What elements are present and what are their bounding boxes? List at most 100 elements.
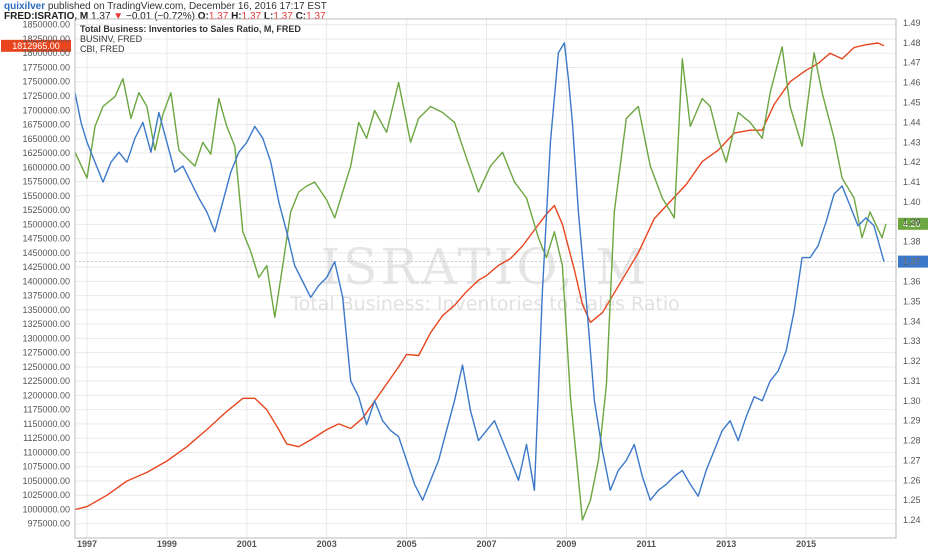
left-tick-label: 1175000.00 bbox=[23, 405, 70, 415]
x-tick-label: 2007 bbox=[476, 539, 496, 549]
low-value: 1.37 bbox=[273, 11, 293, 22]
publish-info: quixilver published on TradingView.com, … bbox=[4, 1, 327, 12]
left-tick-label: 1050000.00 bbox=[22, 476, 70, 486]
right-tick-label: 1.39 bbox=[903, 217, 921, 227]
right-tick-label: 1.49 bbox=[903, 18, 921, 28]
right-tick-label: 1.32 bbox=[903, 356, 921, 366]
author-name[interactable]: quixilver bbox=[4, 1, 46, 12]
legend-cbi: CBI, FRED bbox=[80, 44, 125, 54]
left-tick-label: 1150000.00 bbox=[23, 419, 70, 429]
x-tick-label: 2013 bbox=[716, 539, 736, 549]
right-tick-label: 1.27 bbox=[903, 455, 921, 465]
open-value: 1.37 bbox=[208, 11, 229, 22]
change-down-icon: ▼ bbox=[113, 11, 124, 22]
plot-frame bbox=[74, 18, 897, 539]
right-tick-label: 1.37 bbox=[903, 257, 921, 267]
series-line bbox=[74, 46, 887, 521]
close-label: C: bbox=[295, 11, 307, 22]
symbol-label: FRED:ISRATIO, M bbox=[4, 11, 89, 22]
left-tick-label: 1225000.00 bbox=[22, 376, 70, 386]
left-tick-label: 1100000.00 bbox=[23, 447, 70, 457]
right-tick-label: 1.35 bbox=[903, 296, 921, 306]
change-value: −0.01 (−0.72%) bbox=[125, 11, 195, 22]
left-tick-label: 1525000.00 bbox=[22, 205, 70, 215]
right-tick-label: 1.43 bbox=[903, 137, 921, 147]
left-tick-label: 1725000.00 bbox=[22, 91, 70, 101]
right-tick-label: 1.46 bbox=[903, 78, 921, 88]
left-tick-label: 1325000.00 bbox=[22, 319, 70, 329]
right-tick-label: 1.34 bbox=[903, 316, 921, 326]
open-label: O: bbox=[197, 11, 209, 22]
right-tick-label: 1.36 bbox=[903, 276, 921, 286]
series-line bbox=[74, 42, 885, 511]
right-tick-label: 1.44 bbox=[903, 117, 921, 127]
right-last-value-text: 1.37 bbox=[903, 257, 921, 267]
left-tick-label: 1275000.00 bbox=[22, 348, 70, 358]
chart-title: Total Business: Inventories to Sales Rat… bbox=[80, 24, 301, 34]
x-tick-label: 2009 bbox=[556, 539, 576, 549]
high-value: 1.37 bbox=[241, 11, 262, 22]
right-tick-label: 1.45 bbox=[903, 98, 921, 108]
right-tick-label: 1.47 bbox=[903, 58, 921, 68]
left-tick-label: 1350000.00 bbox=[22, 305, 70, 315]
left-tick-label: 1200000.00 bbox=[22, 390, 70, 400]
left-tick-label: 1800000.00 bbox=[22, 48, 70, 58]
left-tick-label: 1675000.00 bbox=[22, 120, 70, 130]
left-tick-label: 1650000.00 bbox=[22, 134, 70, 144]
right-tick-label: 1.25 bbox=[903, 495, 921, 505]
left-tick-label: 1400000.00 bbox=[22, 276, 70, 286]
x-tick-label: 2001 bbox=[237, 539, 257, 549]
series-line bbox=[74, 42, 885, 501]
left-tick-label: 1700000.00 bbox=[22, 105, 70, 115]
right-tick-label: 1.40 bbox=[903, 197, 921, 207]
left-tick-label: 1475000.00 bbox=[22, 234, 70, 244]
right-tick-label: 1.31 bbox=[903, 376, 921, 386]
right-tick-label: 1.30 bbox=[903, 396, 921, 406]
right-last-value-badge bbox=[898, 217, 928, 230]
left-tick-label: 1450000.00 bbox=[22, 248, 70, 258]
left-last-value-badge bbox=[1, 39, 71, 52]
left-tick-label: 1375000.00 bbox=[22, 291, 70, 301]
left-tick-label: 1550000.00 bbox=[22, 191, 70, 201]
x-tick-label: 2003 bbox=[317, 539, 337, 549]
right-last-value-text: 4.20 bbox=[903, 219, 921, 229]
close-value: 1.37 bbox=[306, 11, 326, 22]
left-tick-label: 1825000.00 bbox=[22, 34, 70, 44]
right-tick-label: 1.26 bbox=[903, 475, 921, 485]
right-tick-label: 1.42 bbox=[903, 157, 921, 167]
published-text: published on TradingView.com, December 1… bbox=[47, 1, 327, 12]
left-tick-label: 1625000.00 bbox=[22, 148, 70, 158]
left-tick-label: 1025000.00 bbox=[22, 490, 70, 500]
symbol-ohlc-line: FRED:ISRATIO, M 1.37 ▼ −0.01 (−0.72%) O:… bbox=[4, 11, 326, 22]
left-tick-label: 1850000.00 bbox=[22, 20, 70, 30]
right-tick-label: 1.41 bbox=[903, 177, 921, 187]
x-tick-label: 2005 bbox=[397, 539, 417, 549]
left-tick-label: 975000.00 bbox=[27, 519, 70, 529]
low-label: L: bbox=[263, 11, 274, 22]
left-tick-label: 1125000.00 bbox=[23, 433, 70, 443]
left-last-value-text: 1812965.00 bbox=[12, 41, 60, 51]
right-tick-label: 1.33 bbox=[903, 336, 921, 346]
watermark-title: Total Business: Inventories to Sales Rat… bbox=[289, 293, 680, 315]
high-label: H: bbox=[231, 11, 242, 22]
watermark-symbol: ISRATIO, M bbox=[320, 238, 649, 296]
right-tick-label: 1.29 bbox=[903, 416, 921, 426]
x-tick-label: 1999 bbox=[157, 539, 177, 549]
left-tick-label: 1750000.00 bbox=[22, 77, 70, 87]
series-group bbox=[74, 42, 887, 521]
left-tick-label: 1250000.00 bbox=[22, 362, 70, 372]
right-tick-label: 1.38 bbox=[903, 237, 921, 247]
left-tick-label: 1075000.00 bbox=[22, 462, 70, 472]
left-tick-label: 1575000.00 bbox=[22, 177, 70, 187]
right-tick-label: 1.28 bbox=[903, 436, 921, 446]
left-tick-label: 1000000.00 bbox=[22, 504, 70, 514]
left-tick-label: 1775000.00 bbox=[22, 62, 70, 72]
tick-labels: 975000.00 1000000.00 1025000.00 1050000.00 1… bbox=[22, 18, 921, 549]
x-tick-label: 2015 bbox=[796, 539, 816, 549]
left-tick-label: 1600000.00 bbox=[22, 162, 70, 172]
right-tick-label: 1.48 bbox=[903, 38, 921, 48]
x-tick-label: 1997 bbox=[77, 539, 97, 549]
left-tick-label: 1425000.00 bbox=[22, 262, 70, 272]
grid bbox=[75, 19, 896, 538]
